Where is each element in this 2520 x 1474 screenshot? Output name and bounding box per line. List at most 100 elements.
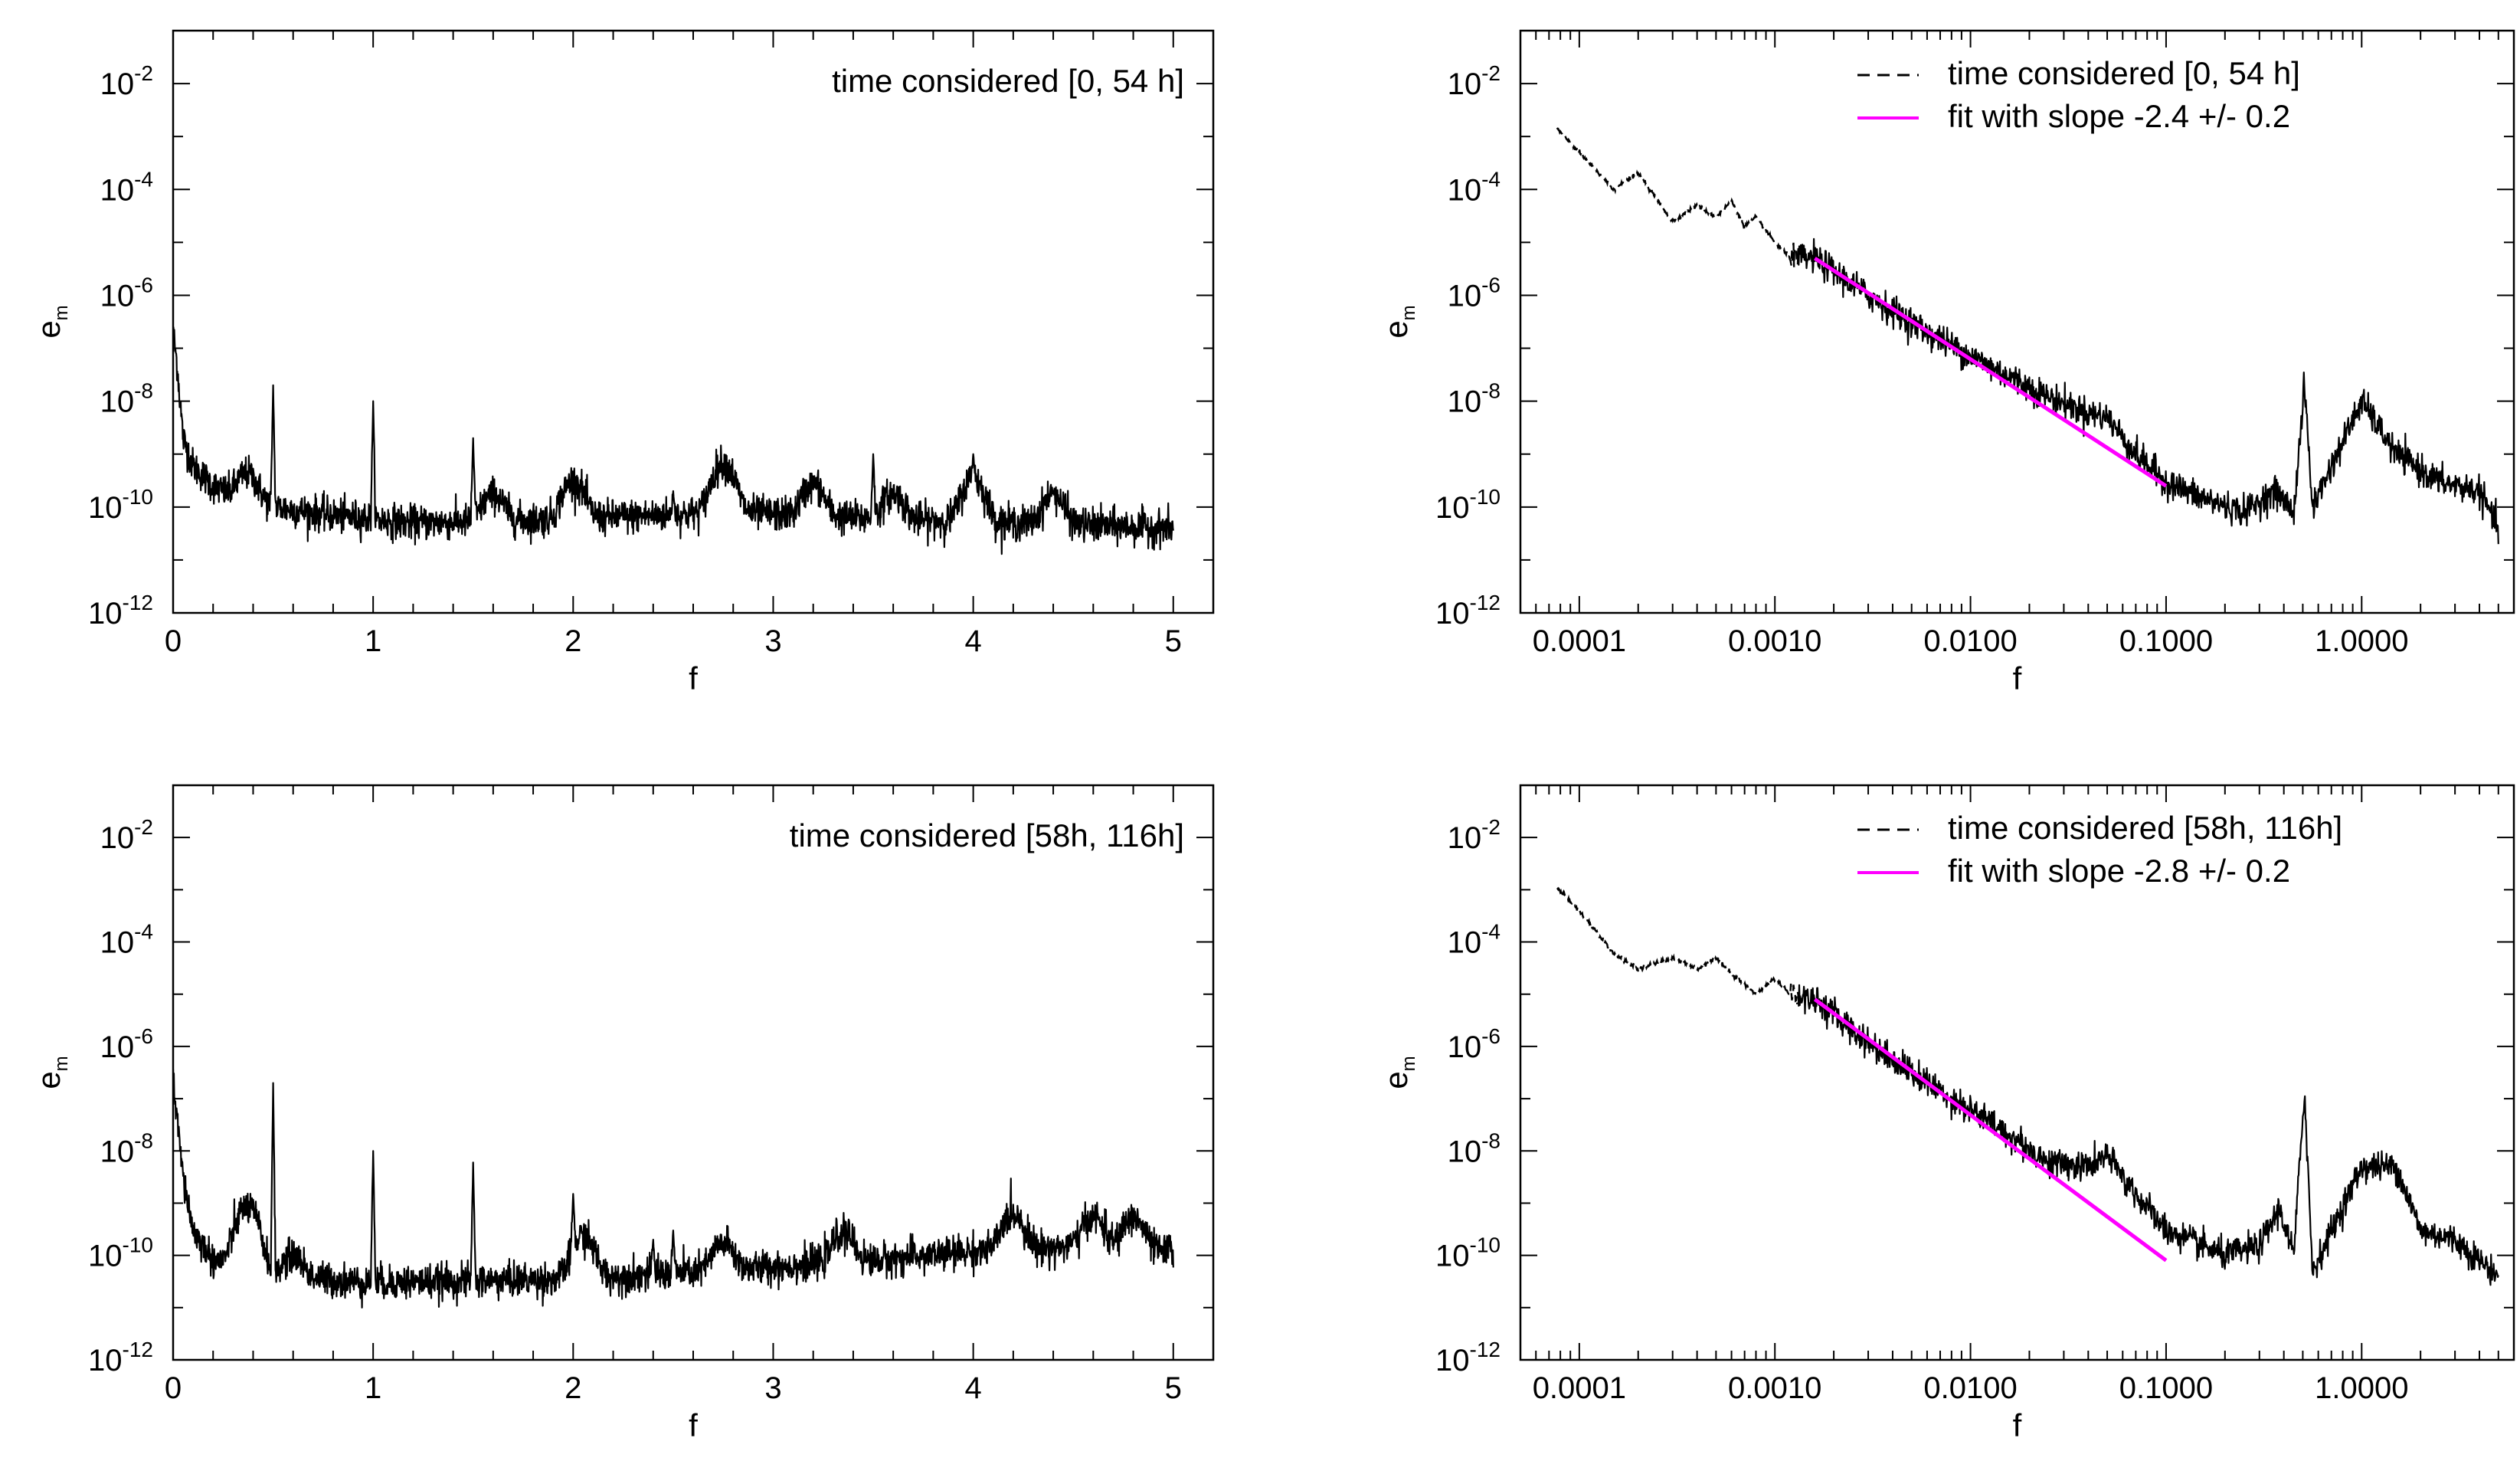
- x-tick-label: 1.0000: [2315, 624, 2408, 658]
- y-tick-exponent: -8: [134, 379, 153, 403]
- y-tick-base: 10: [1435, 1240, 1470, 1273]
- y-tick-base: 10: [100, 385, 135, 419]
- y-tick-label: 10-6: [1448, 273, 1501, 313]
- y-tick-label: 10-6: [100, 273, 153, 313]
- y-axis-label-base: e: [31, 320, 67, 338]
- y-tick-exponent: -10: [1470, 1233, 1501, 1257]
- y-tick-base: 10: [1448, 173, 1482, 207]
- x-axis: 0 1 2 3 4 5: [165, 785, 1214, 1405]
- y-tick-label: 10-12: [1435, 591, 1501, 631]
- plot-area: [1556, 127, 2499, 545]
- y-tick-label: 10-10: [88, 485, 153, 525]
- y-tick-label: 10-12: [88, 591, 153, 631]
- y-axis-label-text: em: [31, 1056, 72, 1089]
- x-axis-label: f: [2013, 1407, 2022, 1443]
- x-tick-label: 1: [365, 624, 381, 658]
- fit-line: [1813, 257, 2168, 488]
- plot-frame: [1519, 29, 2515, 614]
- y-tick-label: 10-4: [1448, 167, 1501, 207]
- y-tick-base: 10: [1448, 67, 1482, 101]
- legend-label: time considered [0, 54 h]: [1948, 55, 2300, 91]
- y-tick-base: 10: [100, 926, 135, 960]
- y-axis-label-base: e: [1378, 1071, 1414, 1089]
- series-dashed-low-f: [1556, 886, 1798, 1004]
- y-tick-exponent: -12: [123, 1338, 153, 1361]
- y-tick-label: 10-2: [100, 61, 153, 101]
- y-tick-base: 10: [88, 597, 123, 631]
- y-tick-base: 10: [1435, 491, 1470, 525]
- y-tick-label: 10-4: [100, 167, 153, 207]
- y-tick-label: 10-2: [1448, 61, 1501, 101]
- series-spectrum: [1796, 984, 2499, 1286]
- x-tick-label: 0: [165, 624, 182, 658]
- x-tick-label: 1.0000: [2315, 1371, 2408, 1405]
- y-tick-exponent: -12: [123, 591, 153, 614]
- series-dashed-low-f: [1556, 127, 1798, 267]
- plot-area: [173, 326, 1174, 555]
- y-tick-base: 10: [1448, 926, 1482, 960]
- y-tick-exponent: -4: [1481, 167, 1501, 191]
- y-tick-exponent: -4: [134, 920, 153, 944]
- y-axis-label: em: [1378, 305, 1419, 338]
- x-axis: 0.0001 0.0010 0.0100 0.1000 1.0000: [1520, 785, 2515, 1405]
- y-tick-exponent: -2: [134, 61, 153, 85]
- x-tick-label: 1: [365, 1371, 381, 1405]
- x-tick-label: 5: [1165, 624, 1182, 658]
- plot-area: [173, 1069, 1174, 1309]
- y-tick-exponent: -4: [1481, 920, 1501, 944]
- x-axis-label: f: [689, 1407, 698, 1443]
- x-tick-label: 0.0010: [1728, 1371, 1821, 1405]
- y-tick-base: 10: [88, 1344, 123, 1377]
- y-tick-base: 10: [1435, 597, 1470, 631]
- x-tick-label: 0.0010: [1728, 624, 1821, 658]
- x-tick-label: 4: [964, 624, 981, 658]
- y-tick-label: 10-8: [100, 1128, 153, 1168]
- panel-annotation: time considered [58h, 116h]: [790, 817, 1184, 853]
- x-axis: 0.0001 0.0010 0.0100 0.1000 1.0000: [1520, 31, 2515, 658]
- y-tick-base: 10: [88, 1240, 123, 1273]
- y-tick-exponent: -10: [123, 485, 153, 509]
- y-tick-base: 10: [100, 821, 135, 855]
- x-tick-label: 0.1000: [2119, 1371, 2213, 1405]
- series-spectrum: [173, 326, 1174, 555]
- legend: time considered [0, 54 h] fit with slope …: [1857, 55, 2300, 134]
- plot-frame: [1519, 784, 2515, 1361]
- x-tick-label: 3: [764, 624, 781, 658]
- x-tick-label: 2: [565, 1371, 581, 1405]
- y-axis-label-subscript: m: [51, 305, 72, 320]
- y-tick-base: 10: [100, 1030, 135, 1064]
- y-tick-base: 10: [1435, 1344, 1470, 1377]
- y-tick-exponent: -12: [1470, 1338, 1501, 1361]
- y-axis-label: em: [31, 1056, 72, 1089]
- y-tick-label: 10-10: [88, 1233, 153, 1273]
- y-tick-base: 10: [1448, 1030, 1482, 1064]
- y-tick-base: 10: [100, 67, 135, 101]
- y-tick-label: 10-8: [100, 379, 153, 419]
- y-tick-base: 10: [1448, 385, 1482, 419]
- y-tick-exponent: -6: [1481, 273, 1501, 296]
- x-tick-label: 0.0100: [1923, 1371, 2017, 1405]
- y-tick-label: 10-10: [1435, 485, 1501, 525]
- y-tick-label: 10-6: [1448, 1024, 1501, 1064]
- y-tick-exponent: -8: [1481, 379, 1501, 403]
- y-tick-label: 10-8: [1448, 379, 1501, 419]
- y-tick-base: 10: [100, 279, 135, 313]
- series-spectrum: [1796, 237, 2499, 545]
- x-tick-label: 5: [1165, 1371, 1182, 1405]
- y-tick-label: 10-4: [100, 920, 153, 960]
- y-tick-base: 10: [88, 491, 123, 525]
- y-tick-base: 10: [1448, 279, 1482, 313]
- y-axis-label-text: em: [1378, 305, 1419, 338]
- x-tick-label: 2: [565, 624, 581, 658]
- y-tick-exponent: -6: [134, 1024, 153, 1048]
- x-tick-label: 0.1000: [2119, 624, 2213, 658]
